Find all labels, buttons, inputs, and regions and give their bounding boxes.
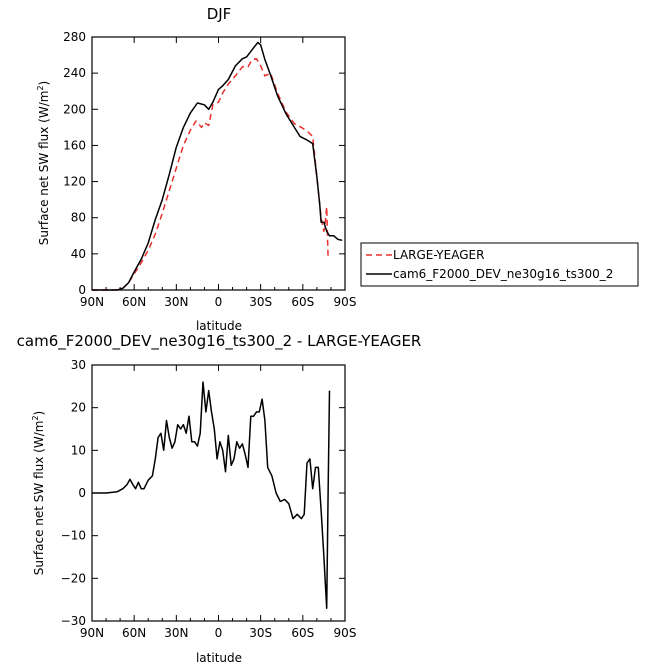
top-y-tick-labels: 0 40 80 120 160 200 240 280 xyxy=(63,30,86,297)
top-x-tick-label: 30S xyxy=(249,295,272,309)
top-y-tick-label: 160 xyxy=(63,138,86,152)
bottom-x-tick-label: 30N xyxy=(164,626,188,640)
bottom-y-tick-labels: −30 −20 −10 0 10 20 30 xyxy=(61,358,86,628)
top-x-tick-labels: 90N 60N 30N 0 30S 60S 90S xyxy=(80,295,357,309)
legend-label-cam6: cam6_F2000_DEV_ne30g16_ts300_2 xyxy=(393,267,613,281)
bottom-series xyxy=(92,381,331,609)
top-ticks xyxy=(91,36,346,291)
top-panel: DJF 0 40 80 120 160 200 240 280 90N 60N 30N 0 30S 60… xyxy=(36,5,356,333)
top-y-tick-label: 120 xyxy=(63,175,86,189)
legend: LARGE-YEAGER cam6_F2000_DEV_ne30g16_ts30… xyxy=(360,242,639,287)
top-x-tick-label: 60N xyxy=(122,295,146,309)
bottom-x-tick-label: 90S xyxy=(334,626,357,640)
bottom-y-axis-label-end: ) xyxy=(32,411,46,416)
bottom-x-tick-label: 60S xyxy=(291,626,314,640)
top-y-axis-label: Surface net SW flux (W/m2) xyxy=(36,81,51,245)
top-y-tick-label: 240 xyxy=(63,66,86,80)
bottom-y-tick-label: −30 xyxy=(61,614,86,628)
top-x-tick-label: 0 xyxy=(215,295,223,309)
bottom-y-tick-label: 10 xyxy=(71,443,86,457)
bottom-x-axis-label: latitude xyxy=(196,651,242,665)
top-plot-frame xyxy=(91,36,346,291)
top-y-tick-label: 280 xyxy=(63,30,86,44)
top-x-axis-label: latitude xyxy=(196,319,242,333)
bottom-y-axis-label-sup: 2 xyxy=(31,415,40,420)
bottom-y-tick-label: 20 xyxy=(71,401,86,415)
top-chart-title: DJF xyxy=(207,5,232,23)
legend-box xyxy=(360,242,639,287)
bottom-x-tick-label: 90N xyxy=(80,626,104,640)
top-y-tick-label: 200 xyxy=(63,102,86,116)
bottom-x-tick-label: 0 xyxy=(215,626,223,640)
bottom-y-axis-label: Surface net SW flux (W/m2) xyxy=(31,411,46,575)
bottom-y-tick-label: 30 xyxy=(71,358,86,372)
bottom-y-axis-label-main: Surface net SW flux (W/m xyxy=(32,421,46,576)
top-y-tick-label: 40 xyxy=(71,247,86,261)
top-x-tick-label: 90S xyxy=(334,295,357,309)
top-series-line-large-yeager xyxy=(92,57,329,291)
bottom-chart-title: cam6_F2000_DEV_ne30g16_ts300_2 - LARGE-Y… xyxy=(17,332,422,351)
legend-label-large-yeager: LARGE-YEAGER xyxy=(393,248,484,262)
bottom-y-tick-label: −10 xyxy=(61,529,86,543)
top-y-axis-label-main: Surface net SW flux (W/m xyxy=(37,91,51,246)
bottom-y-tick-label: −20 xyxy=(61,571,86,585)
top-x-tick-label: 90N xyxy=(80,295,104,309)
bottom-x-tick-label: 60N xyxy=(122,626,146,640)
bottom-panel: cam6_F2000_DEV_ne30g16_ts300_2 - LARGE-Y… xyxy=(17,332,422,665)
top-y-axis-label-sup: 2 xyxy=(36,85,45,90)
top-y-axis-label-end: ) xyxy=(37,81,51,86)
bottom-x-tick-labels: 90N 60N 30N 0 30S 60S 90S xyxy=(80,626,357,640)
top-x-tick-label: 60S xyxy=(291,295,314,309)
bottom-y-tick-label: 0 xyxy=(78,486,86,500)
bottom-plot-frame xyxy=(91,364,346,622)
top-y-tick-label: 80 xyxy=(71,211,86,225)
top-series-line-cam6-f2000-dev-ne30g16-ts300-2 xyxy=(92,41,343,291)
top-x-tick-label: 30N xyxy=(164,295,188,309)
bottom-ticks xyxy=(91,364,346,622)
top-y-tick-label: 0 xyxy=(78,283,86,297)
bottom-x-tick-label: 30S xyxy=(249,626,272,640)
bottom-series-line-difference xyxy=(92,381,331,609)
top-series xyxy=(92,41,343,291)
